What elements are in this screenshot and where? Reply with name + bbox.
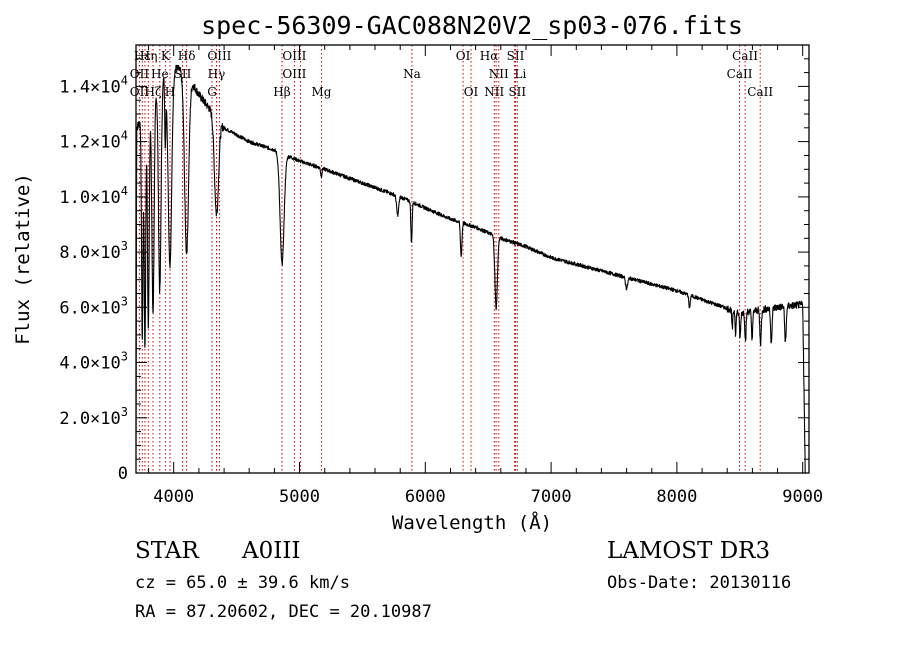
x-tick-label: 4000	[153, 487, 194, 507]
spectrum-line	[135, 64, 806, 474]
y-tick-label: 0	[118, 464, 128, 484]
line-marker-label: OI	[456, 49, 471, 63]
line-marker-label: He	[151, 67, 169, 81]
redshift-value: cz = 65.0 ± 39.6 km/s	[135, 573, 350, 593]
observation-date: Obs-Date: 20130116	[607, 573, 792, 593]
line-marker-label: SII	[508, 85, 526, 99]
line-marker-label: OII	[130, 85, 150, 99]
spectrum-chart: spec-56309-GAC088N20V2_sp03-076.fits HεH…	[12, 11, 823, 534]
line-marker-label: H	[165, 85, 175, 99]
line-marker-label: NII	[484, 85, 504, 99]
x-axis: 4000 5000 6000 7000 8000 9000	[148, 45, 823, 507]
line-marker-label: Hβ	[273, 85, 290, 99]
line-marker-label: OIII	[282, 67, 306, 81]
plot-frame	[135, 44, 810, 474]
line-marker-label: CaII	[727, 67, 753, 81]
line-marker-label: Na	[403, 67, 421, 81]
object-class: STAR	[135, 538, 199, 564]
line-marker-label: SII	[174, 67, 192, 81]
x-tick-label: 9000	[782, 487, 823, 507]
y-axis: 0 2.0×103 4.0×103 6.0×103 8.0×103 1.0×104 1.2×…	[59, 58, 809, 484]
object-subclass: A0III	[242, 538, 301, 564]
y-tick-label: 8.0×103	[59, 239, 128, 263]
line-marker-label: OIII	[207, 49, 231, 63]
y-tick-label: 6.0×103	[59, 294, 128, 318]
line-marker-label: OI	[464, 85, 479, 99]
line-marker-label: Hγ	[208, 67, 226, 81]
line-marker-label: OIII	[282, 49, 306, 63]
line-marker-label: Hη	[140, 49, 158, 63]
line-marker-label: CaII	[732, 49, 758, 63]
line-marker-label: NII	[489, 67, 509, 81]
y-axis-label: Flux (relative)	[12, 173, 34, 345]
line-marker-label: Hδ	[178, 49, 196, 63]
x-tick-label: 6000	[405, 487, 446, 507]
line-marker-label: K	[161, 49, 171, 63]
y-tick-label: 1.2×104	[59, 129, 128, 153]
y-tick-label: 1.0×104	[59, 184, 128, 208]
line-marker-label: Hα	[480, 49, 499, 63]
line-marker-label: SII	[507, 49, 525, 63]
line-marker-label: Li	[514, 67, 526, 81]
line-marker-label: OII	[130, 67, 150, 81]
chart-title: spec-56309-GAC088N20V2_sp03-076.fits	[201, 11, 743, 40]
line-marker-label: Mg	[312, 85, 332, 99]
y-tick-label: 4.0×103	[59, 350, 128, 374]
y-tick-label: 2.0×103	[59, 405, 128, 429]
coordinates: RA = 87.20602, DEC = 20.10987	[135, 602, 432, 622]
x-tick-label: 5000	[279, 487, 320, 507]
x-axis-label: Wavelength (Å)	[392, 511, 552, 534]
x-tick-label: 7000	[531, 487, 572, 507]
line-marker-label: CaII	[747, 85, 773, 99]
line-marker-label: Hε	[134, 49, 151, 63]
line-marker-label: Hζ	[145, 85, 162, 99]
x-tick-label: 8000	[656, 487, 697, 507]
survey-name: LAMOST DR3	[607, 538, 771, 564]
line-marker-label: G	[207, 85, 217, 99]
y-tick-label: 1.4×104	[59, 73, 128, 97]
